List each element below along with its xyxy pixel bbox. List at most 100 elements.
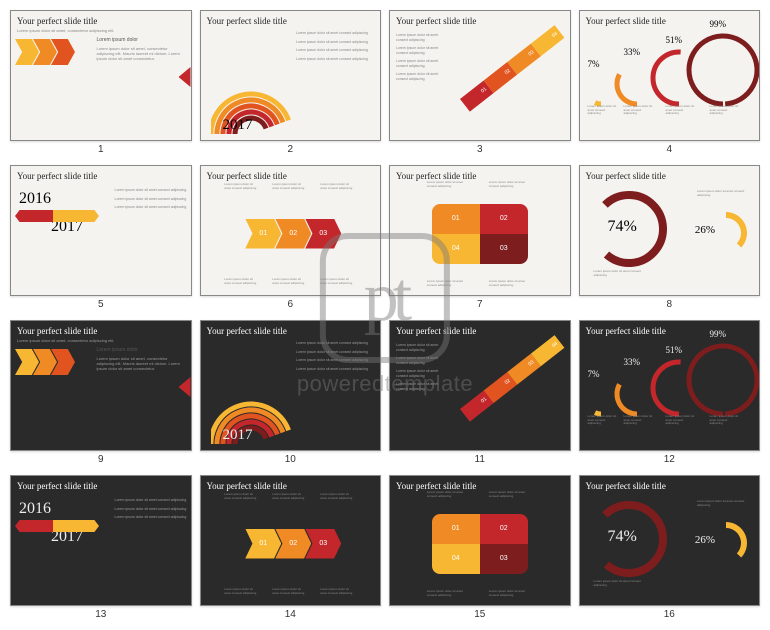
slide-title: Your perfect slide title [11, 476, 191, 493]
slide-title: Your perfect slide title [580, 321, 760, 338]
mini-text: Lorem ipsum dolor sit amet consect adipi… [710, 415, 740, 426]
thumbnail-cell[interactable]: Your perfect slide title2017Lorem ipsum … [200, 10, 382, 155]
mini-text: Lorem ipsum dolor sit amet consect adipi… [396, 59, 446, 68]
slide-7: Your perfect slide titleLorem ipsum dolo… [389, 165, 571, 296]
segment-label: 02 [504, 378, 512, 386]
puzzle-grid: 01020403 [432, 514, 528, 574]
mini-text: Lorem ipsum dolor sit amet consect adipi… [396, 382, 446, 391]
slide-title: Your perfect slide title [580, 166, 760, 183]
chevron-item: 01 [245, 529, 281, 559]
puzzle-piece: 02 [480, 204, 528, 234]
arrow-right [53, 520, 99, 532]
thumbnail-cell[interactable]: Your perfect slide titleLorem ipsum dolo… [200, 165, 382, 310]
mini-text: Lorem ipsum dolor sit amet consect adipi… [427, 279, 471, 287]
puzzle-piece: 01 [432, 514, 480, 544]
puzzle-piece: 03 [480, 544, 528, 574]
hex-row [15, 39, 69, 65]
thumbnail-cell[interactable]: Your perfect slide titleLorem ipsum dolo… [10, 10, 192, 155]
slide-number: 8 [579, 299, 761, 310]
mini-text: Lorem ipsum dolor sit amet consect adipi… [594, 270, 644, 277]
thumbnail-cell[interactable]: Your perfect slide title2017Lorem ipsum … [200, 320, 382, 465]
percent-small: 26% [695, 224, 715, 236]
percent-label: 7% [588, 59, 600, 69]
year-1: 2016 [19, 190, 51, 208]
thumbnail-cell[interactable]: Your perfect slide title74%26%Lorem ipsu… [579, 165, 761, 310]
percent-label: 99% [710, 19, 727, 29]
mini-text: Lorem ipsum dolor sit amet consect adipi… [710, 105, 740, 116]
text-column: Lorem ipsum dolor sit amet consect adipi… [296, 31, 376, 65]
mini-text: Lorem ipsum dolor sit amet consect adipi… [296, 31, 376, 36]
slide-16: Your perfect slide title74%26%Lorem ipsu… [579, 475, 761, 606]
chevron-label: 02 [289, 540, 297, 547]
segment-label: 02 [504, 68, 512, 76]
percent-large: 74% [608, 528, 637, 546]
text-block: Lorem ipsum dolorLorem ipsum dolor sit a… [97, 37, 187, 61]
puzzle-piece: 02 [480, 514, 528, 544]
puzzle-piece: 04 [432, 234, 480, 264]
thumbnail-cell[interactable]: Your perfect slide title20162017Lorem ip… [10, 475, 192, 620]
segment-label: 04 [551, 341, 559, 349]
thumbnail-cell[interactable]: Your perfect slide titleLorem ipsum dolo… [389, 10, 571, 155]
mini-text: Lorem ipsum dolor sit amet consect adipi… [272, 277, 308, 285]
diagonal-strip: 01020304 [460, 335, 564, 421]
chevron-item: 01 [245, 219, 281, 249]
thumbnail-cell[interactable]: Your perfect slide title74%26%Lorem ipsu… [579, 475, 761, 620]
segment-label: 01 [480, 86, 488, 94]
mini-text: Lorem ipsum dolor sit amet consect adipi… [320, 182, 356, 190]
thumbnail-cell[interactable]: Your perfect slide titleLorem ipsum dolo… [389, 320, 571, 465]
subtitle: Lorem ipsum dolor sit amet, consectetur … [11, 28, 191, 33]
slide-13: Your perfect slide title20162017Lorem ip… [10, 475, 192, 606]
mini-row: Lorem ipsum dolor sit amet consect adipi… [224, 277, 356, 285]
thumbnail-cell[interactable]: Your perfect slide title Lorem ipsum dolo… [10, 320, 192, 465]
percent-label: 99% [710, 329, 727, 339]
slide-number: 13 [10, 609, 192, 620]
mini-text: Lorem ipsum dolor sit amet consect adipi… [115, 188, 187, 193]
mini-text: Lorem ipsum dolor sit amet consect adipi… [115, 507, 187, 512]
slide-title: Your perfect slide title [11, 11, 191, 28]
mini-row: Lorem ipsum dolor sit amet consect adipi… [427, 180, 533, 188]
mini-text: Lorem ipsum dolor sit amet consect adipi… [296, 358, 376, 363]
mini-text: Lorem ipsum dolor sit amet consect adipi… [697, 190, 753, 197]
year-1: 2016 [19, 500, 51, 518]
thumbnail-cell[interactable]: Your perfect slide title 7% Lorem ipsum do… [579, 10, 761, 155]
slide-number: 16 [579, 609, 761, 620]
hex-row [15, 349, 69, 375]
mini-text: Lorem ipsum dolor sit amet consect adipi… [224, 492, 260, 500]
lorem-para: Lorem ipsum dolor sit amet, consectetur … [97, 46, 187, 62]
slide-title: Your perfect slide title [580, 11, 760, 28]
thumbnail-cell[interactable]: Your perfect slide titleLorem ipsum dolo… [389, 475, 571, 620]
mini-text: Lorem ipsum dolor sit amet consect adipi… [489, 180, 533, 188]
arrow-right [53, 210, 99, 222]
slide-number: 12 [579, 454, 761, 465]
thumbnail-cell[interactable]: Your perfect slide title20162017Lorem ip… [10, 165, 192, 310]
slide-12: Your perfect slide title7%Lorem ipsum do… [579, 320, 761, 451]
slide-11: Your perfect slide titleLorem ipsum dolo… [389, 320, 571, 451]
mini-row: Lorem ipsum dolor sit amet consect adipi… [224, 492, 356, 500]
text-block: Lorem ipsum dolorLorem ipsum dolor sit a… [97, 347, 187, 371]
slide-number: 11 [389, 454, 571, 465]
text-column: Lorem ipsum dolor sit amet consect adipi… [396, 33, 446, 85]
thumbnail-cell[interactable]: Your perfect slide titleLorem ipsum dolo… [389, 165, 571, 310]
slide-number: 5 [10, 299, 192, 310]
mini-text: Lorem ipsum dolor sit amet consect adipi… [115, 515, 187, 520]
segment-label: 01 [480, 396, 488, 404]
lorem-para: Lorem ipsum dolor sit amet, consectetur … [97, 356, 187, 372]
accent-arrow [179, 377, 191, 397]
puzzle-grid: 01020403 [432, 204, 528, 264]
slide-9: Your perfect slide title Lorem ipsum dolo… [10, 320, 192, 451]
mini-text: Lorem ipsum dolor sit amet consect adipi… [224, 182, 260, 190]
thumbnail-cell[interactable]: Your perfect slide title7%Lorem ipsum do… [579, 320, 761, 465]
year-label: 2017 [223, 117, 253, 134]
mini-text: Lorem ipsum dolor sit amet consect adipi… [320, 492, 356, 500]
thumbnail-cell[interactable]: Your perfect slide titleLorem ipsum dolo… [200, 475, 382, 620]
slide-number: 9 [10, 454, 192, 465]
mini-row: Lorem ipsum dolor sit amet consect adipi… [427, 279, 533, 287]
slide-15: Your perfect slide titleLorem ipsum dolo… [389, 475, 571, 606]
mini-row: Lorem ipsum dolor sit amet consect adipi… [427, 589, 533, 597]
mini-row: Lorem ipsum dolor sit amet consect adipi… [224, 587, 356, 595]
slide-10: Your perfect slide title2017Lorem ipsum … [200, 320, 382, 451]
slide-3: Your perfect slide titleLorem ipsum dolo… [389, 10, 571, 141]
mini-text: Lorem ipsum dolor sit amet consect adipi… [296, 367, 376, 372]
slide-title: Your perfect slide title [11, 321, 191, 338]
percent-small: 26% [695, 534, 715, 546]
